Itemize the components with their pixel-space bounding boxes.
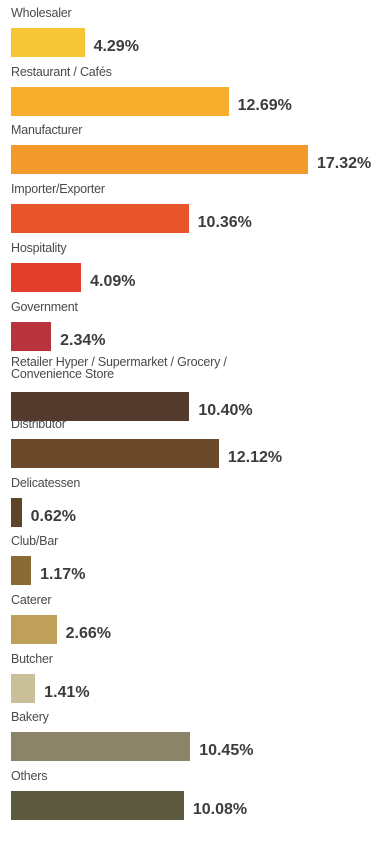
category-label: Restaurant / Cafés [11,64,112,79]
category-label: Others [11,769,48,784]
bar [11,556,32,586]
category-label: Club/Bar [11,534,59,549]
value-label: 2.34% [60,331,106,349]
value-label: 4.29% [93,38,139,55]
bar [11,86,229,116]
bar [11,732,191,762]
bar [11,438,219,468]
bar [11,204,189,234]
bar [11,28,85,57]
value-label: 4.09% [90,272,136,290]
category-label: Manufacturer [11,123,83,138]
bar [11,497,22,527]
value-label: 12.12% [227,448,283,466]
value-label: 1.17% [40,566,86,584]
value-label: 2.66% [65,625,111,642]
value-label: 1.41% [44,683,90,701]
bar [11,615,57,644]
value-label: 10.45% [199,742,254,760]
category-label: Delicatessen [11,475,81,490]
category-label: Importer/Exporter [11,182,105,197]
value-label: 12.69% [237,96,292,114]
value-label: 10.36% [197,214,252,232]
bar [11,392,190,422]
category-label: Bakery [11,710,49,725]
bar [11,262,82,292]
category-label: Caterer [11,593,52,607]
bar [11,145,308,175]
bar [11,791,184,821]
category-label: Butcher [11,651,53,666]
category-label: Government [11,299,78,314]
bar [11,321,52,351]
category-label: Distributor [11,416,66,431]
value-label: 17.32% [317,155,372,173]
value-label: 10.08% [192,801,248,819]
category-label: Retailer Hyper / Supermarket / Grocery /… [11,355,227,382]
category-label: Hospitality [11,240,67,255]
bar [11,673,36,703]
value-label: 0.62% [30,507,76,525]
value-label: 10.40% [198,402,253,420]
category-label: Wholesaler [11,6,72,20]
